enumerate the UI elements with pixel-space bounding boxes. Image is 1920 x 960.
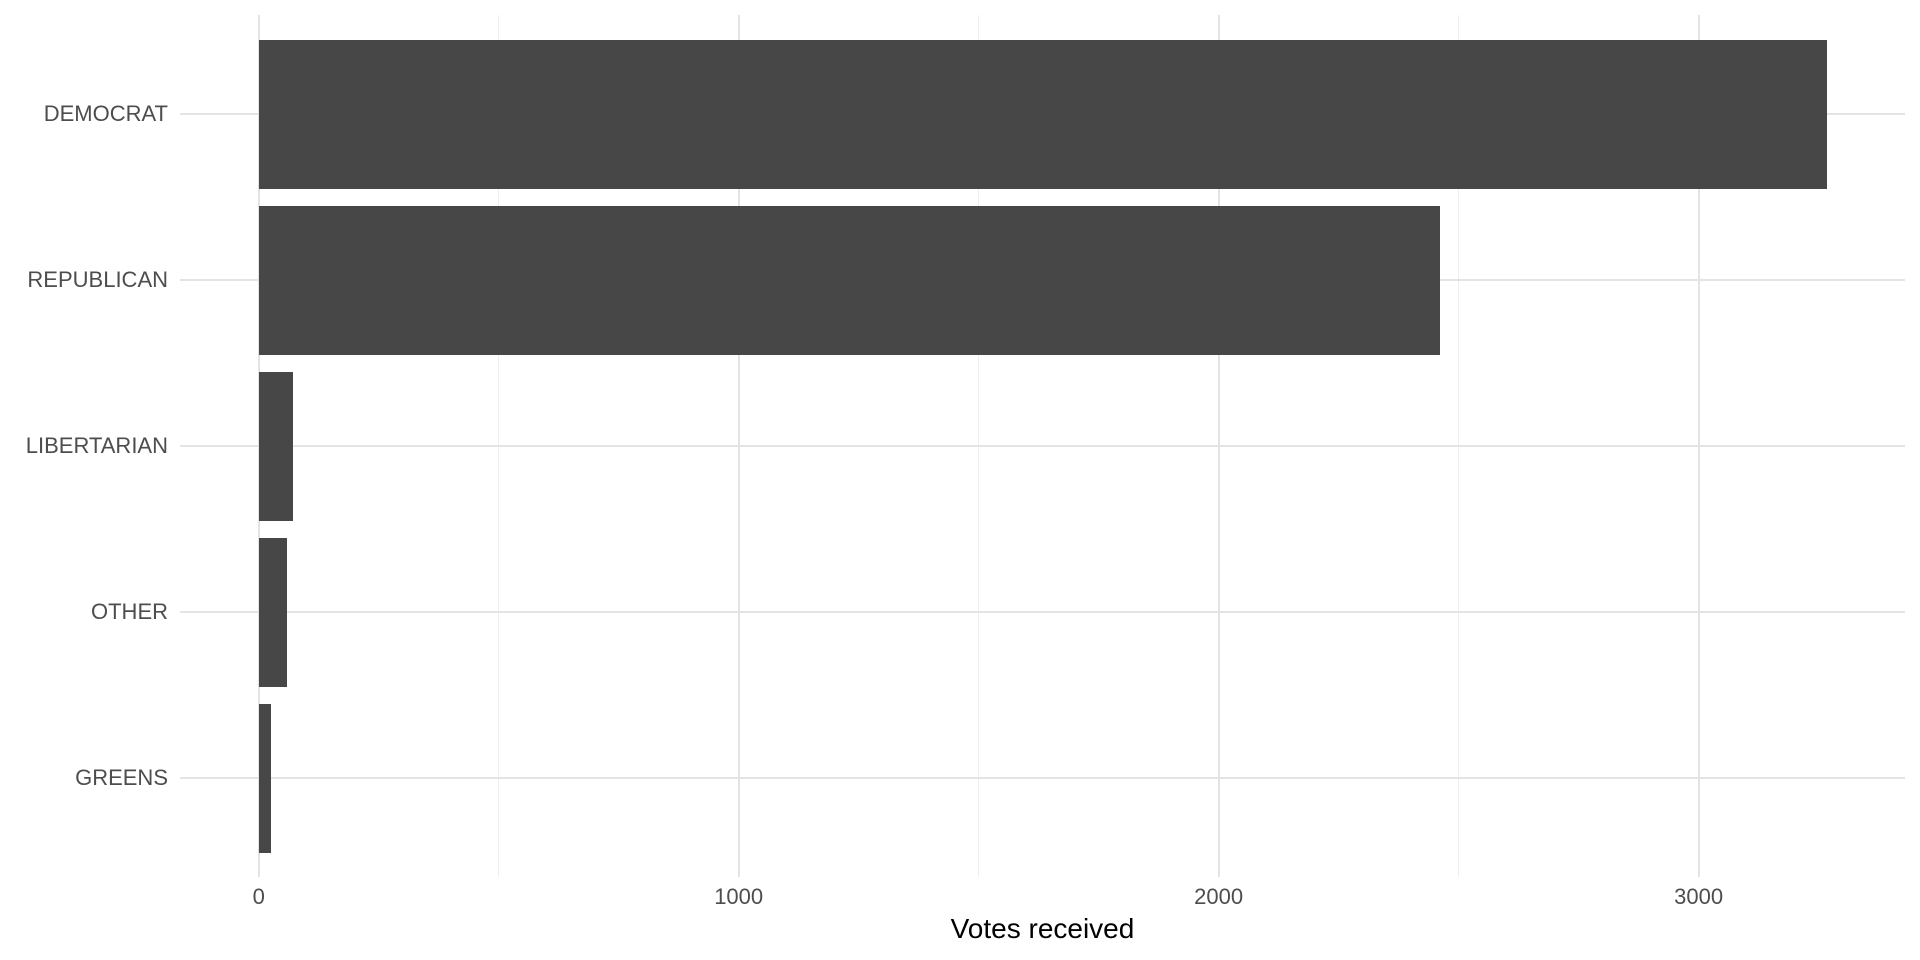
plot-panel — [180, 15, 1905, 877]
y-axis-label-other: OTHER — [91, 599, 168, 624]
y-axis-label-republican: REPUBLICAN — [27, 267, 168, 292]
row-gridline-libertarian — [180, 445, 1905, 447]
x-tick-label-0: 0 — [252, 884, 265, 909]
bar-greens — [258, 703, 272, 853]
row-gridline-greens — [180, 777, 1905, 779]
y-axis-label-libertarian: LIBERTARIAN — [25, 433, 168, 458]
bar-libertarian — [258, 371, 293, 521]
row-gridline-other — [180, 611, 1905, 613]
x-tick-label-3000: 3000 — [1674, 884, 1724, 909]
bar-democrat — [258, 39, 1827, 189]
x-tick-label-1000: 1000 — [714, 884, 764, 909]
x-tick-label-2000: 2000 — [1194, 884, 1244, 909]
y-axis-label-greens: GREENS — [75, 765, 168, 790]
y-axis-label-democrat: DEMOCRAT — [43, 101, 168, 126]
bar-republican — [258, 205, 1441, 355]
x-axis-title: Votes received — [950, 913, 1135, 944]
bar-other — [258, 537, 288, 687]
